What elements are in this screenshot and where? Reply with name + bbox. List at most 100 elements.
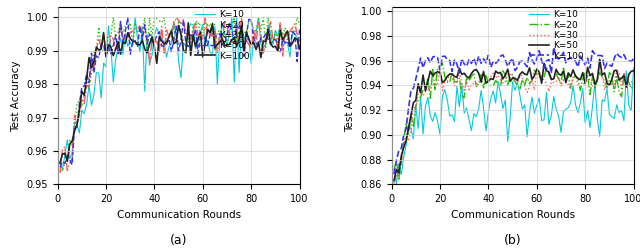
K=10: [281, 40, 289, 43]
Line: K=30: K=30: [60, 17, 300, 173]
Line: K=100: K=100: [394, 47, 634, 174]
K=10: [630, 66, 637, 69]
K=20: [109, 16, 117, 19]
K=20: [104, 34, 112, 37]
K=30: [182, 32, 189, 35]
K=30: [436, 64, 444, 67]
K=20: [615, 91, 623, 94]
K=10: [516, 94, 524, 97]
K=50: [613, 69, 621, 72]
K=10: [390, 165, 398, 168]
K=30: [112, 49, 120, 52]
Line: K=20: K=20: [394, 63, 634, 179]
K=10: [438, 95, 446, 98]
K=30: [296, 50, 303, 53]
K=30: [630, 82, 637, 85]
K=20: [281, 26, 289, 29]
K=30: [620, 71, 628, 74]
K=100: [184, 21, 192, 24]
K=10: [131, 16, 139, 19]
K=30: [286, 30, 294, 33]
Line: K=50: K=50: [60, 17, 300, 167]
K=20: [630, 83, 637, 86]
K=50: [286, 46, 294, 49]
K=20: [395, 178, 403, 181]
K=50: [630, 69, 637, 72]
K=100: [436, 69, 444, 72]
K=20: [296, 23, 303, 26]
K=50: [124, 16, 132, 19]
K=20: [59, 170, 67, 173]
K=20: [116, 22, 124, 25]
Line: K=30: K=30: [394, 65, 634, 184]
K=30: [390, 182, 398, 185]
Line: K=20: K=20: [60, 17, 300, 171]
X-axis label: Communication Rounds: Communication Rounds: [116, 210, 241, 220]
K=100: [112, 48, 120, 51]
K=10: [56, 161, 64, 164]
K=100: [513, 66, 521, 69]
K=100: [613, 52, 621, 55]
K=30: [172, 16, 180, 19]
K=50: [202, 37, 209, 40]
K=100: [630, 57, 637, 60]
K=30: [279, 55, 287, 58]
K=100: [533, 58, 541, 61]
K=100: [202, 41, 209, 44]
K=50: [56, 166, 64, 169]
K=10: [392, 183, 400, 186]
K=20: [56, 161, 64, 164]
K=50: [436, 71, 444, 74]
K=20: [538, 75, 545, 78]
K=10: [184, 28, 192, 31]
Text: (b): (b): [504, 234, 522, 247]
K=20: [438, 62, 446, 64]
K=10: [620, 119, 628, 122]
K=100: [286, 45, 294, 48]
K=10: [448, 114, 456, 117]
K=30: [516, 74, 524, 77]
K=100: [180, 49, 188, 52]
K=30: [102, 51, 110, 54]
K=20: [518, 78, 526, 81]
K=50: [296, 26, 303, 29]
K=50: [513, 79, 521, 82]
Legend: K=10, K=20, K=30, K=50, K=100: K=10, K=20, K=30, K=50, K=100: [195, 10, 250, 61]
K=100: [296, 47, 303, 50]
K=20: [623, 76, 630, 79]
K=20: [204, 22, 211, 25]
K=50: [102, 56, 110, 59]
K=30: [438, 89, 446, 92]
K=10: [115, 46, 122, 49]
K=20: [184, 37, 192, 40]
K=20: [289, 28, 296, 31]
K=50: [446, 73, 454, 76]
K=100: [446, 59, 454, 62]
Legend: K=10, K=20, K=30, K=50, K=100: K=10, K=20, K=30, K=50, K=100: [529, 10, 583, 61]
K=30: [56, 172, 64, 175]
K=100: [620, 53, 628, 56]
K=10: [536, 96, 543, 99]
K=20: [441, 75, 449, 78]
K=10: [104, 24, 112, 27]
K=100: [56, 161, 64, 164]
Y-axis label: Test Accuracy: Test Accuracy: [345, 60, 355, 132]
K=50: [182, 42, 189, 45]
K=30: [536, 75, 543, 78]
K=100: [102, 55, 110, 58]
K=100: [279, 38, 287, 41]
K=10: [204, 39, 211, 42]
K=100: [550, 46, 557, 49]
K=10: [289, 32, 296, 35]
K=30: [613, 69, 621, 72]
K=30: [202, 17, 209, 20]
K=50: [533, 67, 541, 70]
K=10: [613, 103, 621, 106]
K=20: [451, 80, 458, 83]
K=50: [596, 58, 604, 61]
K=30: [448, 75, 456, 78]
K=50: [279, 38, 287, 41]
Y-axis label: Test Accuracy: Test Accuracy: [11, 60, 21, 132]
Line: K=10: K=10: [60, 17, 300, 169]
K=50: [390, 179, 398, 182]
